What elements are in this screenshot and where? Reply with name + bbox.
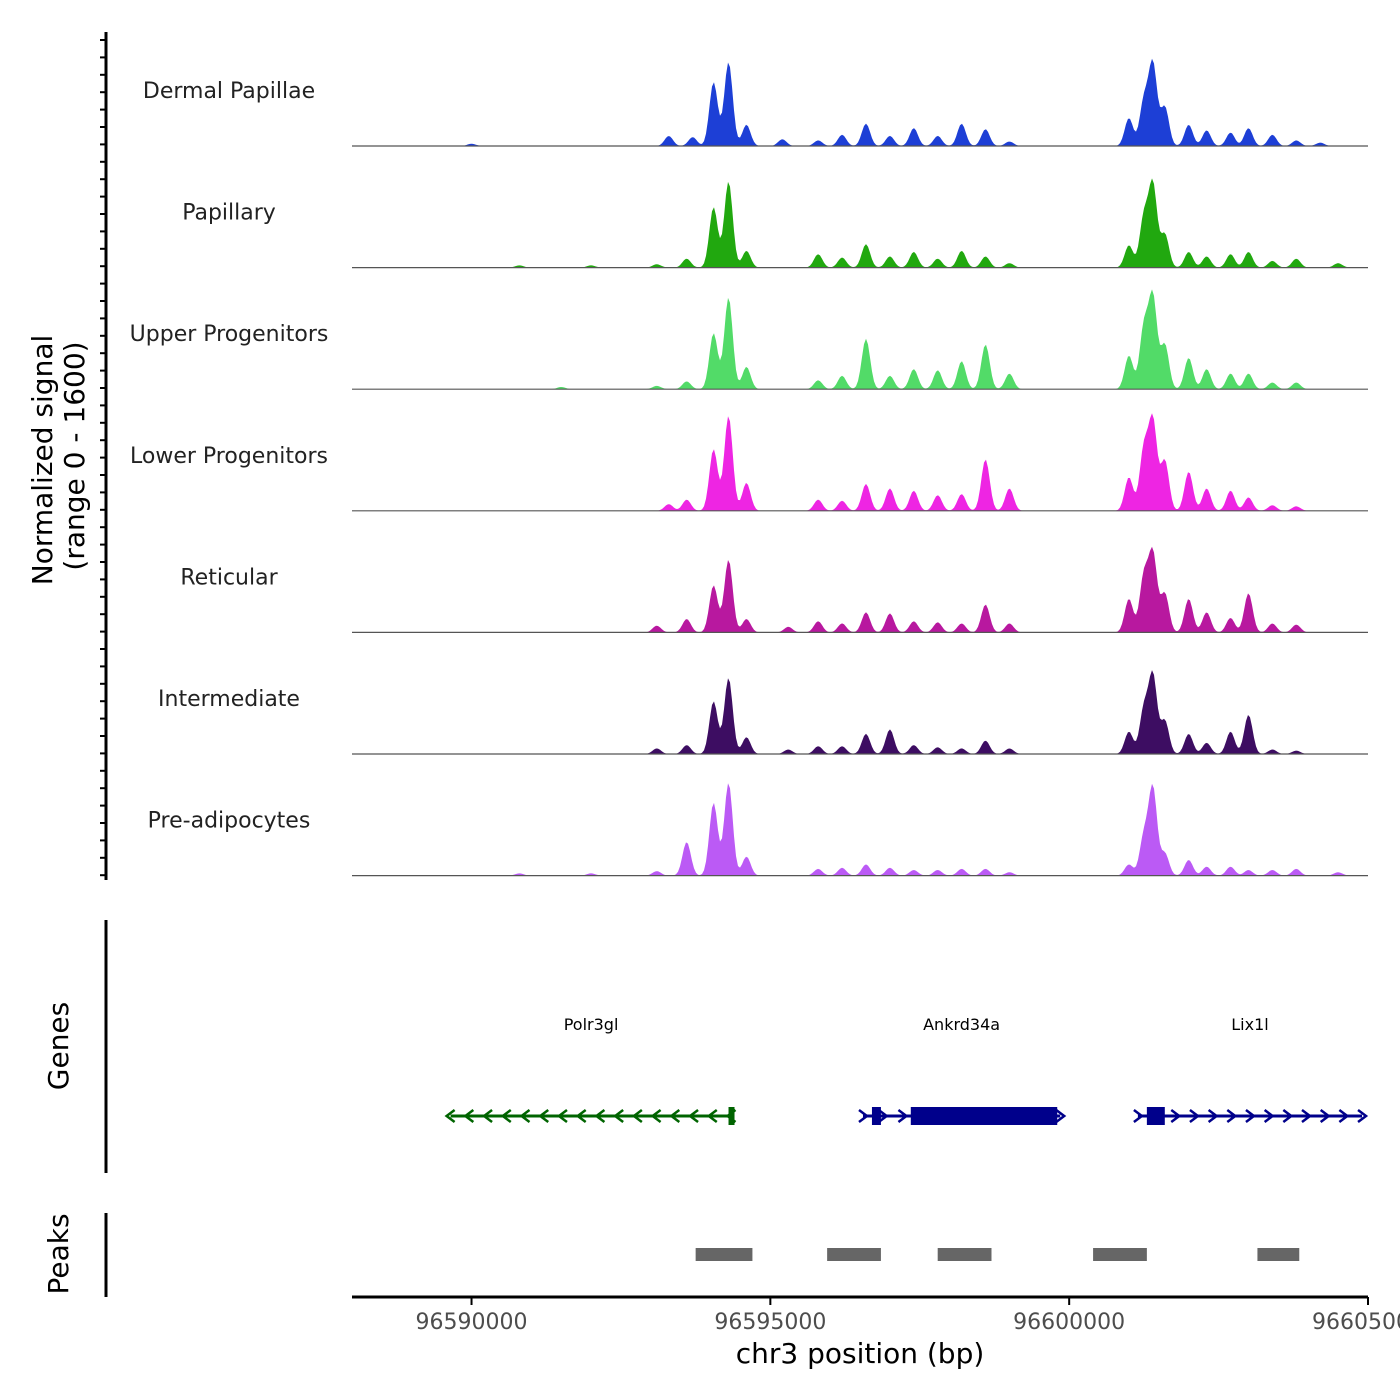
strand-arrow bbox=[669, 1109, 681, 1123]
x-axis-title: chr3 position (bp) bbox=[736, 1337, 985, 1370]
gene-label: Lix1l bbox=[1231, 1015, 1268, 1034]
exon bbox=[871, 1107, 881, 1125]
strand-arrow bbox=[1301, 1109, 1313, 1123]
strand-arrow bbox=[706, 1109, 718, 1123]
x-tick-label: 96600000 bbox=[1013, 1310, 1125, 1335]
exon bbox=[1146, 1107, 1165, 1125]
strand-arrow bbox=[897, 1109, 909, 1123]
strand-arrow bbox=[519, 1109, 531, 1123]
strand-arrow bbox=[1263, 1109, 1275, 1123]
strand-arrow bbox=[1055, 1109, 1067, 1123]
peak-region bbox=[827, 1248, 881, 1261]
track-papillary: Papillary bbox=[182, 178, 1368, 269]
coverage-y-axis-subtitle: (range 0 - 1600) bbox=[58, 341, 91, 570]
strand-arrow bbox=[1170, 1109, 1182, 1123]
strand-arrow bbox=[500, 1109, 512, 1123]
track-pre-adipocytes: Pre-adipocytes bbox=[148, 783, 1368, 877]
gene-track: Polr3gl Ankrd34a Lix1l bbox=[444, 1015, 1369, 1125]
track-label: Upper Progenitors bbox=[130, 322, 329, 347]
strand-arrow bbox=[687, 1109, 699, 1123]
track-upper-progenitors: Upper Progenitors bbox=[130, 289, 1368, 390]
coverage-area bbox=[352, 670, 1368, 754]
strand-arrow bbox=[631, 1109, 643, 1123]
peak-region bbox=[1257, 1248, 1300, 1261]
x-tick-label: 96605000 bbox=[1312, 1310, 1400, 1335]
track-lower-progenitors: Lower Progenitors bbox=[130, 413, 1368, 512]
strand-arrow bbox=[463, 1109, 475, 1123]
peak-region bbox=[1093, 1248, 1147, 1261]
strand-arrow bbox=[575, 1109, 587, 1123]
strand-arrow bbox=[1282, 1109, 1294, 1123]
coverage-area bbox=[352, 58, 1368, 147]
track-label: Dermal Papillae bbox=[143, 79, 315, 104]
strand-arrow bbox=[1357, 1109, 1369, 1123]
peak-region bbox=[695, 1248, 753, 1261]
genes-y-axis-title: Genes bbox=[42, 1002, 75, 1090]
coverage-area bbox=[352, 783, 1368, 876]
strand-arrow bbox=[538, 1109, 549, 1123]
strand-arrow bbox=[1226, 1109, 1238, 1123]
track-label: Lower Progenitors bbox=[130, 444, 328, 469]
strand-arrow bbox=[481, 1109, 493, 1123]
strand-arrow bbox=[1319, 1109, 1331, 1123]
coverage-y-axis-ticks bbox=[100, 39, 106, 877]
gene-polr3gl: Polr3gl bbox=[444, 1015, 737, 1125]
peak-track bbox=[695, 1248, 1300, 1261]
strand-arrow bbox=[1338, 1109, 1350, 1123]
track-label: Intermediate bbox=[158, 687, 300, 712]
strand-arrow bbox=[877, 1109, 889, 1123]
gene-lix1l: Lix1l bbox=[1133, 1015, 1369, 1125]
x-tick-label: 96595000 bbox=[714, 1310, 826, 1335]
x-tick-label: 96590000 bbox=[416, 1310, 528, 1335]
coverage-area bbox=[352, 289, 1368, 390]
gene-label: Ankrd34a bbox=[923, 1015, 1000, 1034]
exon bbox=[910, 1107, 1058, 1125]
track-intermediate: Intermediate bbox=[158, 670, 1368, 755]
strand-arrow bbox=[556, 1109, 568, 1123]
coverage-y-axis-title: Normalized signal bbox=[26, 335, 59, 586]
track-label: Reticular bbox=[180, 565, 278, 590]
strand-arrow bbox=[613, 1109, 624, 1123]
coverage-area bbox=[352, 546, 1368, 633]
strand-arrow bbox=[1245, 1109, 1257, 1123]
strand-arrow bbox=[858, 1109, 870, 1123]
coverage-area bbox=[352, 413, 1368, 511]
track-dermal-papillae: Dermal Papillae bbox=[143, 58, 1368, 147]
strand-arrow bbox=[1207, 1109, 1219, 1123]
track-reticular: Reticular bbox=[180, 546, 1368, 634]
gene-ankrd34a: Ankrd34a bbox=[858, 1015, 1067, 1125]
peaks-y-axis-title: Peaks bbox=[42, 1213, 75, 1294]
x-axis-ticks: 96590000 96595000 96600000 96605000 bbox=[416, 1297, 1400, 1335]
strand-arrow bbox=[1133, 1109, 1144, 1123]
coverage-tracks: Dermal Papillae Papillary Upper Progenitor… bbox=[130, 58, 1368, 877]
strand-arrow bbox=[650, 1109, 662, 1123]
strand-arrow bbox=[444, 1109, 456, 1123]
strand-arrow bbox=[1189, 1109, 1201, 1123]
track-label: Papillary bbox=[182, 201, 276, 226]
coverage-area bbox=[352, 178, 1368, 268]
exon bbox=[728, 1107, 735, 1125]
peak-region bbox=[937, 1248, 992, 1261]
track-label: Pre-adipocytes bbox=[148, 809, 311, 834]
gene-label: Polr3gl bbox=[564, 1015, 619, 1034]
strand-arrow bbox=[594, 1109, 606, 1123]
